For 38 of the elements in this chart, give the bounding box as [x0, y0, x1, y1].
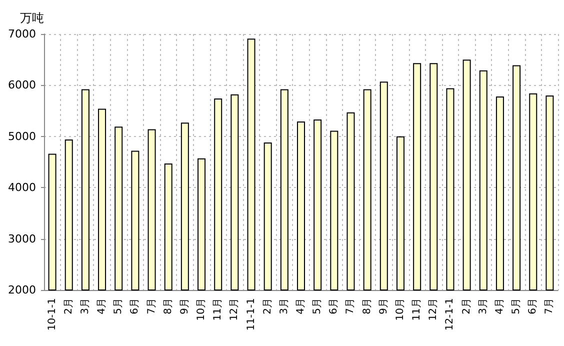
x-tick-label: 4月: [296, 298, 306, 314]
y-tick-label: 5000: [8, 130, 36, 143]
y-tick-label: 3000: [8, 232, 36, 246]
x-tick-label: 10月: [394, 298, 406, 321]
x-tick-label: 7月: [544, 298, 556, 314]
x-tick-label: 6月: [130, 298, 141, 314]
x-tick-label: 5月: [511, 298, 522, 314]
y-tick-label: 6000: [8, 78, 36, 92]
y-tick-label: 4000: [8, 181, 36, 194]
x-tick-label: 10月: [196, 298, 208, 321]
x-tick-label: 11月: [412, 298, 423, 321]
x-tick-label: 5月: [312, 298, 324, 314]
x-tick-label: 10-1-1: [46, 298, 58, 331]
x-tick-label: 7月: [146, 298, 158, 314]
x-tick-label: 2月: [63, 298, 74, 314]
x-tick-label: 7月: [345, 298, 356, 314]
x-tick-label: 12月: [229, 298, 240, 321]
x-tick-label: 9月: [179, 298, 190, 314]
y-tick-label: 2000: [8, 284, 36, 296]
x-tick-label: 8月: [162, 298, 174, 314]
y-axis-title: 万吨: [20, 11, 44, 25]
x-tick-label: 5月: [113, 298, 124, 314]
x-tick-label: 4月: [494, 298, 506, 314]
x-tick-label: 8月: [362, 298, 373, 314]
x-tick-label: 11-1-1: [246, 298, 257, 331]
x-tick-label: 4月: [96, 298, 108, 314]
x-tick-label: 12月: [428, 298, 440, 321]
x-tick-label: 3月: [278, 298, 290, 314]
y-tick-label: 7000: [8, 28, 36, 40]
x-tick-label: 9月: [378, 298, 390, 314]
x-tick-label: 2月: [262, 298, 274, 314]
x-tick-label: 12-1-1: [444, 298, 456, 331]
x-tick-label: 3月: [478, 298, 489, 314]
x-tick-label: 2月: [461, 298, 472, 314]
x-tick-label: 6月: [328, 298, 340, 314]
x-tick-label: 6月: [528, 298, 539, 314]
x-tick-label: 11月: [212, 298, 224, 321]
x-tick-label: 3月: [80, 298, 91, 314]
